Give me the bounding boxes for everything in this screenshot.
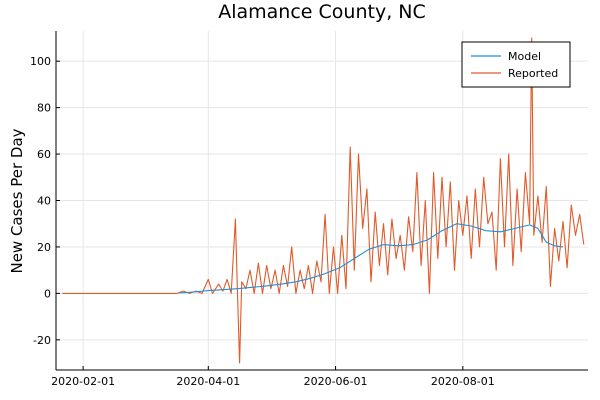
legend-label-reported: Reported xyxy=(508,67,558,80)
legend-box xyxy=(461,41,571,88)
y-axis-label: New Cases Per Day xyxy=(8,128,26,273)
y-tick-label: 0 xyxy=(44,287,51,300)
axes xyxy=(55,31,588,371)
series-line-model xyxy=(179,223,564,294)
legend: Model Reported xyxy=(461,41,571,88)
series-line-reported xyxy=(62,37,585,364)
grid-lines xyxy=(56,31,588,370)
chart-title: Alamance County, NC xyxy=(218,1,426,23)
y-tick-label: 60 xyxy=(37,148,51,161)
y-tick-label: 40 xyxy=(37,195,51,208)
series-lines xyxy=(62,37,585,364)
x-tick-label: 2020-06-01 xyxy=(304,375,368,388)
y-tick-label: 80 xyxy=(37,102,51,115)
y-tick-label: 20 xyxy=(37,241,51,254)
legend-label-model: Model xyxy=(508,50,541,63)
x-tick-label: 2020-02-01 xyxy=(51,375,115,388)
y-tick-label: -20 xyxy=(33,334,51,347)
y-tick-label: 100 xyxy=(30,55,51,68)
x-tick-label: 2020-04-01 xyxy=(176,375,240,388)
x-tick-label: 2020-08-01 xyxy=(431,375,495,388)
tick-labels: -20 0 20 40 60 80 100 2020-02-01 2020-04-01 2020-… xyxy=(30,55,495,388)
